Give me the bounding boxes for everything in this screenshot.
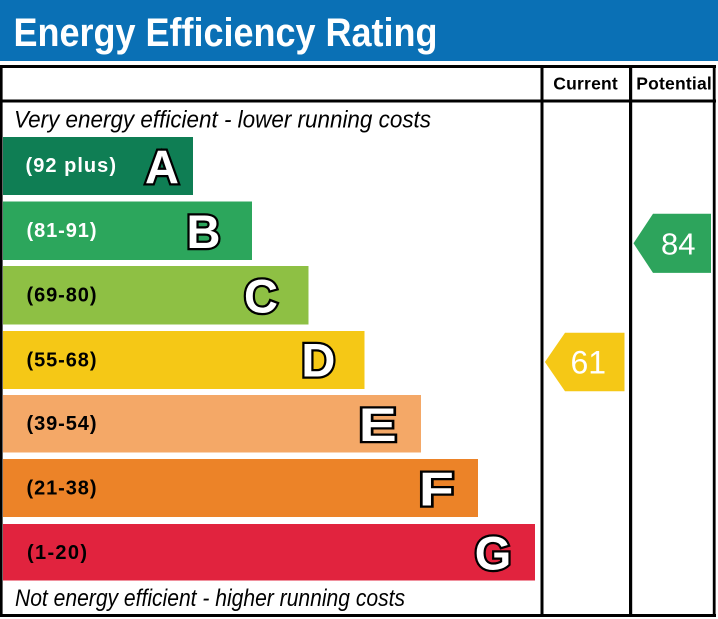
svg-text:A: A — [145, 140, 179, 193]
svg-text:Energy Efficiency Rating: Energy Efficiency Rating — [14, 11, 438, 55]
svg-text:Not energy efficient - higher: Not energy efficient - higher running co… — [15, 585, 405, 612]
svg-text:(39-54): (39-54) — [27, 413, 97, 435]
svg-text:61: 61 — [571, 345, 607, 381]
svg-text:Potential: Potential — [636, 74, 712, 94]
svg-text:Current: Current — [553, 74, 618, 94]
svg-text:B: B — [187, 205, 221, 258]
svg-text:G: G — [475, 526, 512, 579]
svg-text:(92 plus): (92 plus) — [26, 155, 117, 177]
svg-text:(55-68): (55-68) — [27, 349, 97, 371]
svg-text:D: D — [301, 334, 335, 387]
svg-text:84: 84 — [661, 226, 695, 261]
svg-text:(21-38): (21-38) — [27, 477, 97, 499]
svg-text:(81-91): (81-91) — [27, 220, 97, 242]
svg-text:E: E — [359, 398, 397, 451]
svg-text:(1-20): (1-20) — [27, 542, 87, 564]
svg-text:C: C — [244, 270, 278, 323]
svg-text:Very energy efficient - lower: Very energy efficient - lower running co… — [14, 107, 431, 134]
svg-text:(69-80): (69-80) — [27, 285, 97, 307]
svg-text:F: F — [419, 462, 454, 515]
